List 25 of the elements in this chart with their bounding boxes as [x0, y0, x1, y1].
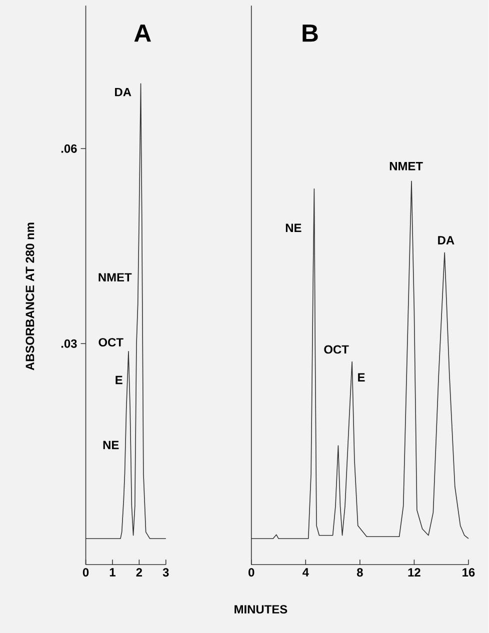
annotation: DA [115, 88, 132, 96]
x-tick-label: 0 [83, 568, 89, 577]
y-tick-label: .06 [62, 144, 77, 153]
annotation: OCT [98, 338, 124, 347]
x-tick-label: 0 [248, 568, 254, 577]
annotation: E [116, 376, 122, 384]
annotation: E [358, 373, 365, 382]
x-tick-label: 2 [136, 568, 142, 576]
annotation: DA [438, 236, 454, 244]
y-tick-label: .03 [62, 339, 77, 348]
annotation: NE [286, 224, 302, 232]
annotation: NE [103, 440, 119, 450]
x-axis-title: MINUTES [234, 605, 288, 614]
text: B [302, 24, 318, 42]
annotation: OCT [324, 345, 349, 354]
annotation: NMET [98, 273, 132, 282]
x-tick-label: 16 [462, 568, 475, 577]
x-tick-label: 12 [408, 568, 420, 576]
text: A [134, 24, 152, 42]
x-tick-label: 4 [302, 568, 310, 576]
x-tick-label: 1 [110, 568, 116, 576]
x-tick-label: 8 [357, 568, 363, 577]
y-axis-title: ABSORBANCE AT 280 nm [26, 222, 34, 370]
x-tick-label: 3 [162, 568, 169, 577]
annotation: NMET [390, 162, 423, 170]
